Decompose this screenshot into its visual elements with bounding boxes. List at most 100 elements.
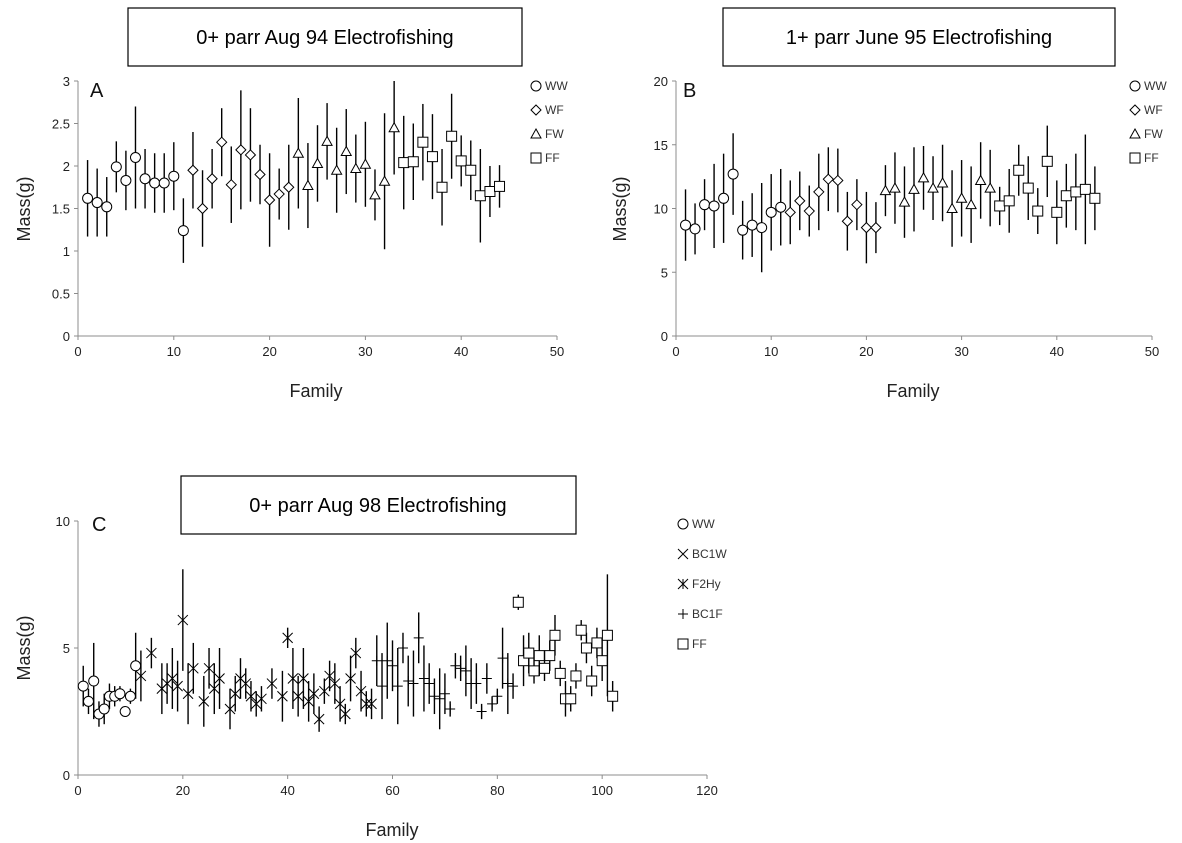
- data-point: [334, 698, 346, 710]
- data-point: [471, 678, 482, 689]
- data-point: [206, 173, 218, 185]
- x-tick-label: 10: [764, 344, 778, 359]
- y-tick-label: 1.5: [52, 202, 70, 217]
- data-point: [187, 662, 199, 674]
- data-point: [114, 688, 126, 700]
- data-point: [397, 643, 408, 653]
- legend-label: BC1F: [692, 607, 723, 621]
- data-point: [319, 685, 330, 697]
- series-wf: [187, 90, 295, 247]
- data-point: [254, 168, 266, 181]
- panel-letter: B: [683, 80, 696, 102]
- legend-marker: [1129, 127, 1141, 139]
- data-point: [965, 198, 977, 210]
- data-point: [512, 596, 524, 608]
- data-point: [784, 206, 796, 219]
- data-point: [889, 182, 901, 193]
- series-wf: [784, 147, 882, 264]
- y-axis-title: Mass(g): [14, 615, 34, 680]
- data-point: [746, 219, 758, 231]
- data-point: [324, 670, 335, 682]
- data-point: [168, 170, 180, 182]
- data-point: [1041, 155, 1053, 167]
- data-point: [266, 678, 278, 689]
- data-point: [533, 650, 545, 662]
- data-point: [737, 224, 749, 236]
- data-point: [120, 174, 132, 186]
- data-point: [371, 655, 382, 666]
- data-point: [339, 708, 351, 720]
- series-ff: [398, 93, 506, 243]
- data-point: [1079, 183, 1091, 195]
- legend-label: WW: [692, 517, 715, 531]
- data-point: [308, 688, 320, 700]
- data-point: [955, 192, 968, 203]
- data-point: [382, 655, 393, 666]
- data-point: [172, 680, 183, 692]
- data-point: [549, 629, 561, 641]
- legend-label: WF: [545, 103, 564, 117]
- y-tick-label: 0: [661, 329, 668, 344]
- x-axis-title: Family: [366, 820, 419, 840]
- legend-label: WW: [545, 79, 568, 93]
- title-box: [127, 7, 523, 67]
- data-point: [256, 693, 267, 705]
- data-point: [229, 688, 241, 700]
- data-point: [303, 695, 314, 707]
- data-point: [203, 662, 215, 674]
- data-point: [215, 136, 228, 148]
- data-point: [292, 147, 305, 158]
- data-point: [359, 158, 372, 169]
- data-point: [240, 678, 252, 689]
- legend-label: WW: [1144, 79, 1167, 93]
- data-point: [484, 186, 496, 197]
- data-point: [282, 632, 294, 644]
- data-point: [680, 219, 692, 231]
- data-point: [366, 698, 377, 710]
- data-point: [898, 196, 911, 207]
- x-tick-label: 30: [954, 344, 968, 359]
- series-ff: [994, 125, 1101, 245]
- data-point: [130, 660, 142, 672]
- legend-marker: [1129, 80, 1141, 92]
- data-point: [539, 662, 551, 674]
- data-point: [424, 678, 435, 689]
- data-point: [544, 650, 556, 662]
- data-point: [528, 665, 540, 677]
- data-point: [388, 121, 400, 133]
- data-point: [196, 202, 209, 215]
- x-tick-label: 20: [262, 344, 276, 359]
- data-point: [369, 188, 381, 200]
- data-point: [689, 223, 701, 235]
- data-point: [718, 192, 730, 204]
- data-point: [418, 673, 429, 684]
- data-point: [321, 135, 333, 146]
- x-tick-label: 80: [490, 783, 504, 798]
- series-ww: [77, 632, 142, 727]
- data-point: [794, 195, 806, 207]
- data-point: [413, 632, 424, 643]
- data-point: [860, 221, 873, 234]
- y-tick-label: 3: [63, 74, 70, 89]
- data-point: [1022, 182, 1034, 194]
- data-point: [77, 680, 89, 692]
- x-axis-title: Family: [887, 381, 940, 401]
- y-tick-label: 10: [56, 514, 70, 529]
- x-tick-label: 40: [280, 783, 294, 798]
- data-point: [523, 647, 535, 659]
- data-point: [292, 690, 304, 702]
- data-point: [398, 157, 410, 169]
- data-point: [311, 157, 324, 168]
- data-point: [596, 655, 608, 667]
- data-point: [434, 693, 445, 704]
- data-point: [803, 205, 815, 217]
- legend-label: BC1W: [692, 547, 727, 561]
- y-tick-label: 1: [63, 244, 70, 259]
- legend-marker: [677, 548, 689, 560]
- data-point: [465, 164, 477, 176]
- data-point: [460, 665, 471, 676]
- data-point: [974, 174, 987, 185]
- y-tick-label: 0: [63, 329, 70, 344]
- data-point: [756, 222, 768, 234]
